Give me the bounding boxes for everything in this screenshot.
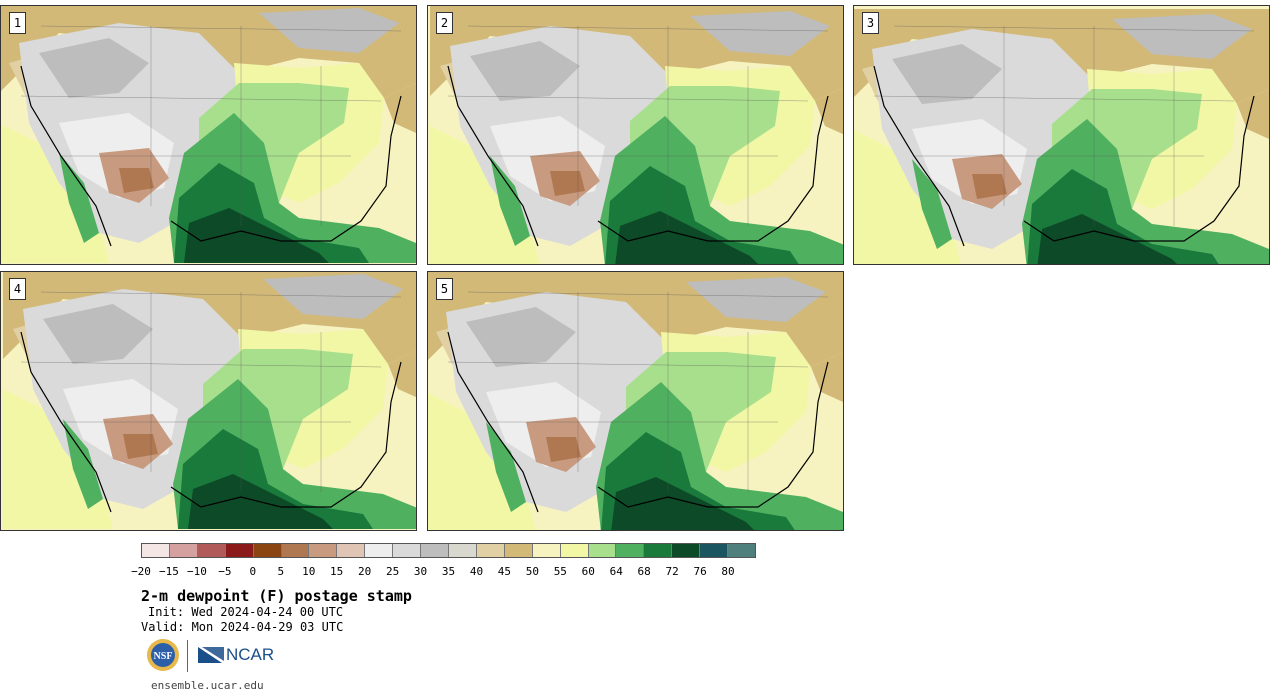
colorbar-segment xyxy=(644,544,673,557)
colorbar-segment xyxy=(504,544,533,557)
colorbar-tick-label: 25 xyxy=(385,565,400,578)
site-url: ensemble.ucar.edu xyxy=(151,679,264,692)
panel-label: 5 xyxy=(436,278,453,300)
colorbar-tick-label: −10 xyxy=(186,565,207,578)
map-panel-4: 4 xyxy=(0,271,417,531)
dewpoint-map-field xyxy=(428,272,843,530)
colorbar-segment xyxy=(728,544,755,557)
colorbar-tick-label: 80 xyxy=(721,565,735,578)
colorbar-segment xyxy=(225,544,254,557)
colorbar-tick-label: 72 xyxy=(665,565,679,578)
colorbar-segment xyxy=(700,544,729,557)
colorbar-tick-label: 10 xyxy=(302,565,316,578)
logo-divider xyxy=(187,640,188,672)
colorbar-segment xyxy=(337,544,366,557)
ncar-mark-icon xyxy=(198,647,224,663)
nsf-logo-text: NSF xyxy=(154,651,173,662)
ncar-logo-text: NCAR xyxy=(226,645,275,664)
colorbar-tick-label: −20 xyxy=(131,565,151,578)
colorbar-tick-label: 0 xyxy=(249,565,257,578)
panel-label: 4 xyxy=(9,278,26,300)
ncar-logo: NCAR xyxy=(198,645,274,665)
nsf-logo: NSF xyxy=(147,639,179,671)
colorbar-tick-label: 60 xyxy=(581,565,595,578)
colorbar-tick-label: 64 xyxy=(609,565,623,578)
map-panel-1: 1 xyxy=(0,5,417,265)
colorbar-segment xyxy=(253,544,282,557)
colorbar-tick-label: 45 xyxy=(497,565,512,578)
colorbar-tick-label: 30 xyxy=(413,565,428,578)
colorbar-segment xyxy=(309,544,338,557)
colorbar-tick-label: 68 xyxy=(637,565,651,578)
colorbar-tick-label: 55 xyxy=(553,565,567,578)
dewpoint-map-field xyxy=(1,6,416,264)
map-panel-5: 5 xyxy=(427,271,844,531)
valid-time: Valid: Mon 2024-04-29 03 UTC xyxy=(141,620,344,634)
dewpoint-map-field xyxy=(854,6,1269,264)
colorbar-tick-label: 40 xyxy=(469,565,484,578)
colorbar-tick-label: 20 xyxy=(358,565,372,578)
colorbar-segment xyxy=(142,544,170,557)
colorbar-segment xyxy=(169,544,198,557)
colorbar-segment xyxy=(448,544,477,557)
colorbar-segment xyxy=(616,544,645,557)
map-panel-3: 3 xyxy=(853,5,1270,265)
panel-label: 1 xyxy=(9,12,26,34)
colorbar-tick-label: 5 xyxy=(277,565,285,578)
colorbar-tick-label: 76 xyxy=(693,565,707,578)
colorbar-segment xyxy=(588,544,617,557)
panel-label: 2 xyxy=(436,12,453,34)
colorbar-segment xyxy=(393,544,422,557)
colorbar-tick-label: 35 xyxy=(441,565,456,578)
dewpoint-map-field xyxy=(1,272,416,530)
dewpoint-map-field xyxy=(428,6,843,264)
colorbar-segment xyxy=(281,544,310,557)
colorbar-tick-label: 50 xyxy=(525,565,539,578)
colorbar-tick-label: 15 xyxy=(330,565,344,578)
colorbar-segment xyxy=(532,544,561,557)
colorbar-segment xyxy=(197,544,226,557)
colorbar xyxy=(141,543,756,558)
map-panel-2: 2 xyxy=(427,5,844,265)
colorbar-segment xyxy=(421,544,449,557)
colorbar-segment xyxy=(672,544,701,557)
colorbar-segment xyxy=(476,544,505,557)
colorbar-tick-label: −15 xyxy=(159,565,179,578)
colorbar-segment xyxy=(365,544,394,557)
page-title: 2-m dewpoint (F) postage stamp xyxy=(141,587,412,605)
init-time: Init: Wed 2024-04-24 00 UTC xyxy=(148,605,344,619)
colorbar-tick-label: −5 xyxy=(218,565,232,578)
panel-label: 3 xyxy=(862,12,879,34)
colorbar-segment xyxy=(560,544,589,557)
